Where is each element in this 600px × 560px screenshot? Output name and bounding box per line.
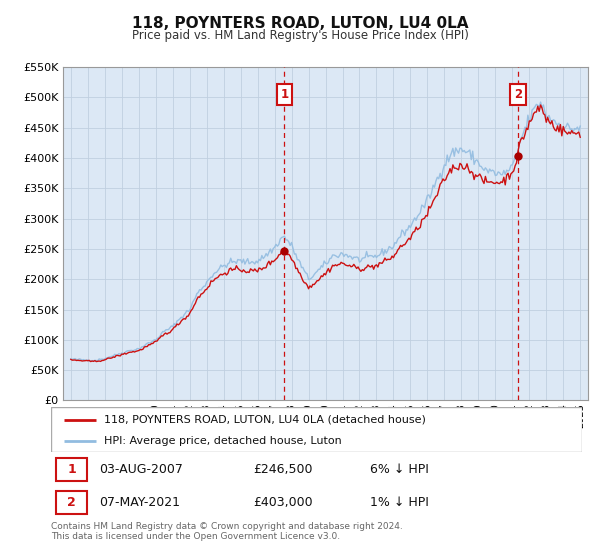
FancyBboxPatch shape: [51, 407, 582, 452]
FancyBboxPatch shape: [56, 491, 87, 514]
Text: 118, POYNTERS ROAD, LUTON, LU4 0LA: 118, POYNTERS ROAD, LUTON, LU4 0LA: [132, 16, 468, 31]
Text: £403,000: £403,000: [253, 496, 313, 509]
Text: 1: 1: [280, 88, 289, 101]
Text: 1: 1: [67, 463, 76, 476]
Text: £246,500: £246,500: [253, 463, 312, 476]
Text: 03-AUG-2007: 03-AUG-2007: [99, 463, 182, 476]
Text: HPI: Average price, detached house, Luton: HPI: Average price, detached house, Luto…: [104, 436, 342, 446]
Text: 2: 2: [514, 88, 522, 101]
Text: 2: 2: [67, 496, 76, 509]
Text: 6% ↓ HPI: 6% ↓ HPI: [370, 463, 428, 476]
FancyBboxPatch shape: [56, 459, 87, 481]
Text: Contains HM Land Registry data © Crown copyright and database right 2024.
This d: Contains HM Land Registry data © Crown c…: [51, 522, 403, 542]
Text: 07-MAY-2021: 07-MAY-2021: [99, 496, 180, 509]
Text: 118, POYNTERS ROAD, LUTON, LU4 0LA (detached house): 118, POYNTERS ROAD, LUTON, LU4 0LA (deta…: [104, 414, 426, 424]
Text: 1% ↓ HPI: 1% ↓ HPI: [370, 496, 428, 509]
Text: Price paid vs. HM Land Registry's House Price Index (HPI): Price paid vs. HM Land Registry's House …: [131, 29, 469, 42]
